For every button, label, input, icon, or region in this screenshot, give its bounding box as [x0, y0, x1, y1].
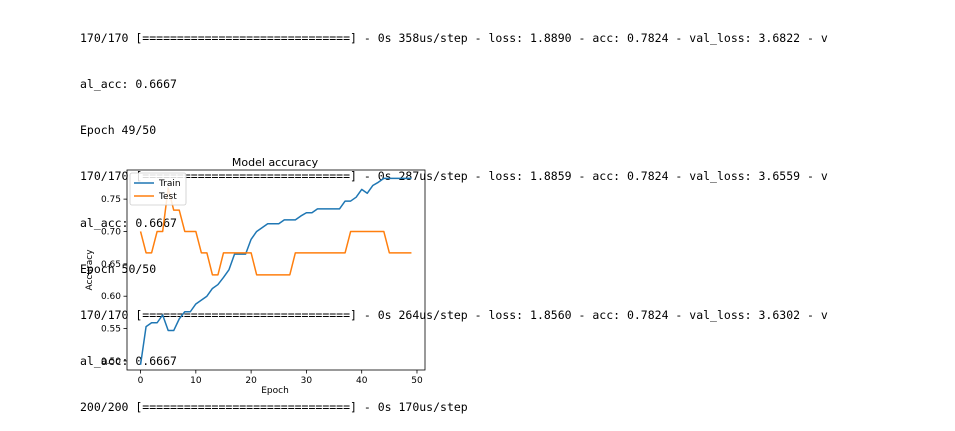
legend-label-train: Train — [158, 179, 181, 189]
x-axis-label: Epoch — [261, 386, 289, 396]
plot-frame — [126, 169, 426, 371]
console-line: Epoch 50/50 — [80, 261, 157, 276]
console-line: al_acc: 0.6667 — [80, 77, 177, 92]
console-line: Epoch 49/50 — [80, 123, 157, 138]
legend-label-test: Test — [158, 192, 177, 202]
series-line-train — [139, 177, 412, 365]
y-axis-label: Accuracy — [85, 249, 95, 291]
legend-box — [129, 172, 187, 206]
console-line: al_acc: 0.6667 — [80, 354, 177, 369]
console-line: 170/170 [==============================]… — [80, 169, 828, 184]
y-tick-label: 0.60 — [101, 292, 121, 302]
x-tick-label: 0 — [138, 376, 144, 386]
console-line: 170/170 [==============================]… — [80, 308, 828, 323]
y-tick-label: 0.55 — [101, 325, 121, 335]
x-tick-label: 40 — [356, 376, 368, 386]
console-line: 170/170 [==============================]… — [80, 30, 828, 45]
y-tick-label: 0.50 — [101, 357, 121, 367]
legend: Train Test — [129, 172, 187, 206]
y-tick-label: 0.65 — [101, 260, 121, 270]
x-tick-label: 20 — [245, 376, 257, 386]
y-tick-label: 0.75 — [101, 195, 121, 205]
x-tick-label: 10 — [190, 376, 202, 386]
accuracy-chart: Model accuracy 0 10 20 30 40 50 0.50 0.55 0.60 0… — [85, 156, 426, 396]
x-tick-label: 30 — [301, 376, 313, 386]
series-line-test — [139, 187, 412, 276]
chart-title: Model accuracy — [232, 156, 319, 169]
console-line: al_acc: 0.6667 — [80, 215, 177, 230]
y-tick-label: 0.70 — [101, 227, 121, 237]
x-tick-label: 50 — [411, 376, 423, 386]
